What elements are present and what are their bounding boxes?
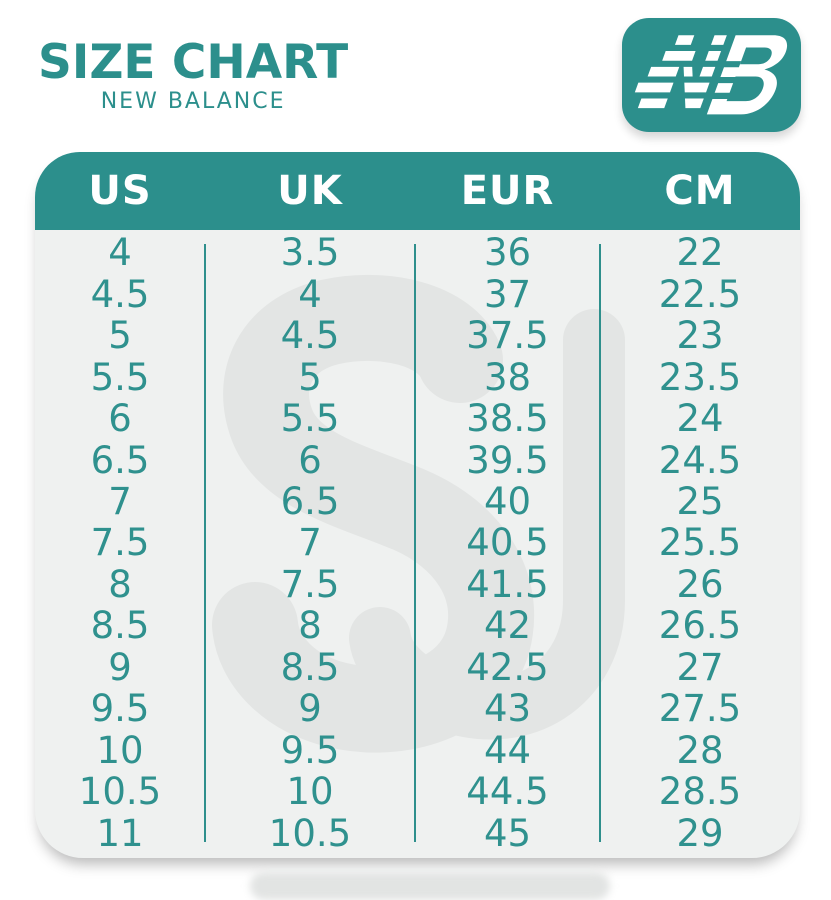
table-header-row: US UK EUR CM — [35, 152, 800, 230]
size-cell: 7.5 — [90, 521, 150, 565]
size-cell: 6 — [298, 438, 322, 482]
size-cell: 10 — [286, 770, 334, 814]
table-row: 6.5 6 39.5 24.5 — [35, 439, 800, 480]
size-cell: 28.5 — [658, 770, 742, 814]
size-cell: 38.5 — [466, 397, 549, 441]
size-cell: 6 — [108, 397, 132, 441]
size-cell: 24 — [676, 397, 724, 441]
size-cell: 10.5 — [268, 811, 352, 855]
table-row: 8.5 8 42 26.5 — [35, 605, 800, 646]
size-cell: 28 — [676, 728, 724, 772]
size-cell: 10 — [96, 728, 144, 772]
size-cell: 5.5 — [90, 355, 150, 399]
size-cell: 44.5 — [466, 770, 549, 814]
size-cell: 4 — [298, 272, 322, 316]
nb-logo-icon — [634, 35, 787, 115]
table-row: 8 7.5 41.5 26 — [35, 564, 800, 605]
title-block: SIZE CHART NEW BALANCE — [38, 35, 349, 115]
size-cell: 26 — [676, 562, 724, 606]
size-cell: 22.5 — [658, 272, 742, 316]
size-cell: 4 — [108, 231, 132, 275]
size-cell: 6.5 — [90, 438, 150, 482]
table-row: 7.5 7 40.5 25.5 — [35, 522, 800, 563]
size-cell: 43 — [483, 687, 532, 731]
size-cell: 37 — [483, 272, 532, 316]
size-cell: 7.5 — [280, 562, 340, 606]
size-cell: 7 — [298, 521, 322, 565]
size-cell: 38 — [483, 355, 532, 399]
size-cell: 25 — [676, 480, 724, 524]
table-row: 4 3.5 36 22 — [35, 232, 800, 273]
size-cell: 37.5 — [466, 314, 549, 358]
size-cell: 8 — [108, 562, 132, 606]
table-row: 5 4.5 37.5 23 — [35, 315, 800, 356]
size-cell: 23 — [676, 314, 724, 358]
bottom-shadow — [250, 872, 610, 900]
size-cell: 44 — [483, 728, 532, 772]
size-cell: 6.5 — [280, 480, 340, 524]
column-header-eur: EUR — [460, 168, 555, 214]
size-cell: 42.5 — [466, 645, 549, 689]
size-cell: 36 — [483, 231, 532, 275]
column-header-uk: UK — [277, 168, 343, 214]
size-cell: 11 — [96, 811, 144, 855]
size-cell: 41.5 — [466, 562, 549, 606]
size-cell: 4.5 — [90, 272, 150, 316]
size-cell: 5 — [108, 314, 132, 358]
size-cell: 3.5 — [280, 231, 340, 275]
size-cell: 23.5 — [658, 355, 742, 399]
size-cell: 9 — [298, 687, 322, 731]
column-header-cm: CM — [664, 168, 736, 214]
column-divider — [599, 244, 601, 842]
size-table: US UK EUR CM 4 3.5 36 22 4.5 4 37 22.5 5 4.5 37.5 2… — [35, 152, 800, 858]
size-cell: 39.5 — [466, 438, 549, 482]
page-title: SIZE CHART — [38, 35, 349, 90]
size-cell: 22 — [676, 231, 724, 275]
size-cell: 8 — [298, 604, 322, 648]
size-cell: 40.5 — [466, 521, 549, 565]
size-cell: 26.5 — [658, 604, 742, 648]
page-subtitle: NEW BALANCE — [100, 89, 286, 115]
column-header-us: US — [88, 168, 152, 214]
column-divider — [414, 244, 416, 842]
size-cell: 8.5 — [90, 604, 150, 648]
size-cell: 42 — [483, 604, 532, 648]
size-cell: 4.5 — [280, 314, 340, 358]
size-cell: 5 — [298, 355, 322, 399]
size-cell: 27.5 — [658, 687, 742, 731]
size-cell: 27 — [676, 645, 724, 689]
size-cell: 9 — [108, 645, 132, 689]
new-balance-logo — [622, 18, 801, 132]
table-row: 11 10.5 45 29 — [35, 813, 800, 854]
table-row: 4.5 4 37 22.5 — [35, 273, 800, 314]
table-row: 9 8.5 42.5 27 — [35, 647, 800, 688]
column-divider — [204, 244, 206, 842]
size-cell: 9.5 — [90, 687, 150, 731]
size-cell: 9.5 — [280, 728, 340, 772]
size-cell: 40 — [483, 480, 532, 524]
table-row: 9.5 9 43 27.5 — [35, 688, 800, 729]
table-row: 10.5 10 44.5 28.5 — [35, 771, 800, 812]
size-cell: 10.5 — [78, 770, 162, 814]
table-row: 7 6.5 40 25 — [35, 481, 800, 522]
table-row: 5.5 5 38 23.5 — [35, 356, 800, 397]
table-body: 4 3.5 36 22 4.5 4 37 22.5 5 4.5 37.5 23 5.5 5 38 23.5 6 5… — [35, 230, 800, 858]
size-cell: 5.5 — [280, 397, 340, 441]
size-cell: 7 — [108, 480, 132, 524]
size-cell: 25.5 — [658, 521, 742, 565]
size-cell: 8.5 — [280, 645, 340, 689]
table-row: 6 5.5 38.5 24 — [35, 398, 800, 439]
size-cell: 45 — [483, 811, 532, 855]
size-cell: 24.5 — [658, 438, 742, 482]
table-row: 10 9.5 44 28 — [35, 730, 800, 771]
size-cell: 29 — [676, 811, 724, 855]
